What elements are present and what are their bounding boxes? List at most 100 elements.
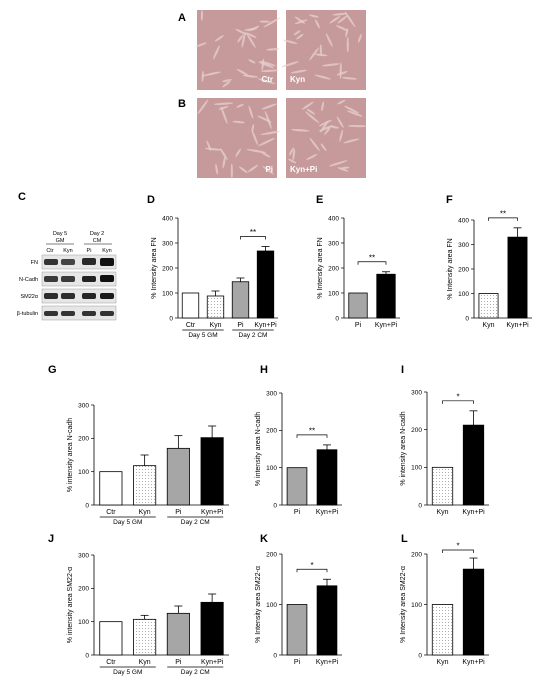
panel-label-c: C (18, 191, 26, 203)
bar-e-pi (348, 292, 368, 319)
y-tick-label: 100 (328, 290, 339, 297)
y-tick-label: 200 (458, 266, 469, 273)
panel-label-j: J (48, 533, 54, 545)
bar-j-pi (166, 612, 190, 656)
group-label: Day 5 GM (113, 519, 142, 526)
x-tick-label: Ctr (106, 659, 116, 666)
significance-bracket (296, 434, 328, 438)
x-tick-label: Pi (175, 659, 182, 666)
wb-header-right-1: Day 2 (90, 231, 104, 237)
x-tick-label: Kyn (482, 322, 494, 329)
y-tick-label: 300 (78, 402, 89, 409)
x-tick-label: Kyn+Pi (462, 509, 485, 516)
bar-g-kyn (133, 465, 157, 506)
bar-d-kyn-pi (256, 250, 275, 319)
y-axis-label-i: % intensity area N-cadh (400, 411, 407, 485)
x-tick-label: Kyn (436, 509, 448, 516)
x-tick-label: Ctr (186, 322, 196, 329)
y-axis-label-f: % Intensity area FN (447, 238, 454, 299)
x-tick-label: Kyn+Pi (316, 509, 339, 516)
y-tick-label: 200 (78, 436, 89, 443)
wb-protein-ncadh: N-Cadh (19, 277, 38, 283)
bar-g-kyn-pi (200, 437, 224, 506)
chart-j: J 0 100 200 300 % intensity area SM22-α Ctr Kyn… (48, 533, 229, 676)
y-axis-label-d: % Intensity area FN (151, 237, 158, 298)
x-tick-label: Kyn+Pi (201, 509, 224, 516)
x-tick-label: Pi (175, 509, 182, 516)
micrograph-kyn: Kyn (281, 10, 366, 90)
bar-d-pi (231, 281, 250, 319)
y-tick-label: 300 (266, 390, 277, 397)
chart-d: D 0 100 200 300 400 % Intensity area FN Ctr Kyn P… (147, 194, 278, 339)
bar-g-pi (166, 447, 190, 506)
panel-label-h: H (260, 364, 268, 376)
x-tick-label: Kyn+Pi (316, 659, 339, 666)
bar-k-pi (286, 604, 308, 656)
x-tick-label: Kyn+Pi (462, 659, 485, 666)
y-axis-label-k: % Intensity area SM22-α (255, 566, 262, 643)
significance-bracket (296, 568, 328, 573)
significance-label: * (310, 561, 313, 570)
bar-l-kyn (431, 604, 454, 656)
panel-label-b: B (178, 98, 186, 110)
y-tick-label: 300 (162, 240, 173, 247)
panel-label-e: E (316, 194, 323, 206)
bar-l-kyn-pi (462, 568, 485, 656)
y-tick-label: 100 (458, 291, 469, 298)
panel-label-a: A (178, 12, 186, 24)
bar-f-kyn (478, 293, 499, 319)
bar-j-kyn-pi (200, 601, 224, 656)
y-axis-label-e: % Intensity area FN (317, 237, 324, 298)
y-tick-label: 400 (458, 217, 469, 224)
wb-header-left-2: GM (56, 238, 65, 244)
chart-i: I 0 100 200 300 % intensity area N-cadh Kyn Kyn… (400, 364, 489, 516)
group-label: Day 2 CM (181, 519, 210, 526)
x-tick-label: Kyn (209, 322, 221, 329)
y-tick-label: 200 (328, 265, 339, 272)
group-label: Day 2 CM (181, 669, 210, 676)
chart-l: L 0 100 200 % Intensity area SM22-α Kyn Kyn+Pi… (400, 533, 489, 666)
significance-bracket (357, 261, 387, 265)
wb-protein-sm22: SM22α (20, 294, 38, 300)
y-tick-label: 300 (458, 242, 469, 249)
significance-label: ** (369, 253, 375, 262)
significance-label: ** (500, 209, 506, 218)
bar-d-kyn (206, 295, 225, 319)
y-tick-label: 0 (85, 652, 89, 659)
x-tick-label: Pi (355, 322, 362, 329)
bar-h-pi (286, 467, 308, 506)
y-tick-label: 100 (78, 619, 89, 626)
y-axis-label-j: % intensity area SM22-α (67, 567, 74, 643)
y-tick-label: 100 (411, 465, 422, 472)
significance-bracket (442, 549, 474, 553)
panel-label-i: I (401, 364, 404, 376)
x-tick-label: Pi (294, 509, 301, 516)
y-tick-label: 200 (411, 427, 422, 434)
y-tick-label: 200 (162, 265, 173, 272)
x-tick-label: Pi (294, 659, 301, 666)
chart-g: G 0 100 200 300 % intensity area N-cadh Ctr Kyn… (48, 364, 229, 526)
bar-h-kyn-pi (316, 449, 338, 506)
x-tick-label: Kyn (139, 659, 151, 666)
bar-j-kyn (133, 618, 157, 656)
significance-label: ** (309, 426, 315, 435)
y-tick-label: 0 (85, 502, 89, 509)
y-axis-label-l: % Intensity area SM22-α (400, 566, 407, 643)
panel-label-d: D (147, 194, 155, 206)
y-tick-label: 0 (273, 652, 277, 659)
x-tick-label: Kyn+Pi (506, 322, 529, 329)
y-tick-label: 0 (418, 652, 422, 659)
y-tick-label: 200 (266, 551, 277, 558)
panel-label-f: F (446, 194, 453, 206)
western-blot: Day 5 GM Day 2 CM Ctr Kyn Pi Kyn FN N-Ca… (17, 231, 117, 321)
bar-charts: D 0 100 200 300 400 % Intensity area FN Ctr Kyn P… (48, 194, 532, 676)
bar-k-kyn-pi (316, 585, 338, 656)
significance-label: * (456, 392, 459, 401)
micrograph-label-kyn: Kyn (290, 75, 305, 84)
significance-bracket (240, 236, 266, 240)
y-tick-label: 300 (411, 389, 422, 396)
bar-g-ctr (99, 471, 123, 506)
y-tick-label: 100 (266, 602, 277, 609)
x-tick-label: Kyn+Pi (375, 322, 398, 329)
